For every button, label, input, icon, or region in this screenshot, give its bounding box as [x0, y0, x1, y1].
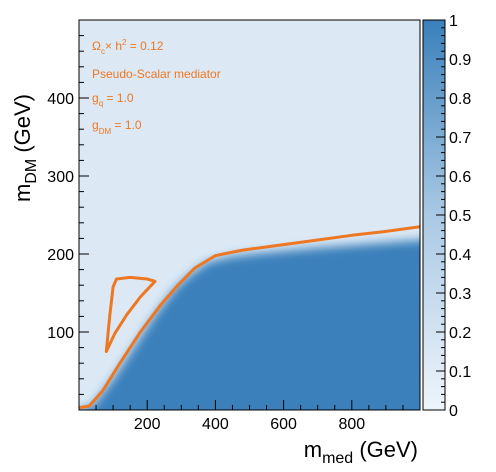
z-tick-label: 0.8	[449, 91, 471, 108]
x-tick-label: 800	[338, 416, 365, 433]
x-axis-title: mmed (GeV)	[304, 437, 418, 467]
z-tick-label: 0.4	[449, 247, 471, 264]
z-tick-label: 0.5	[449, 208, 471, 225]
relic-value: = 0.12	[126, 39, 163, 53]
relic-contour-island	[104, 275, 157, 353]
relic-sup: 2	[122, 38, 127, 47]
gq-value: = 1.0	[103, 91, 134, 105]
y-axis-title-main: m	[10, 184, 35, 202]
relic-rest: × h	[105, 39, 122, 53]
x-tick-label: 600	[270, 416, 297, 433]
z-tick-label: 0.6	[449, 169, 471, 186]
y-axis: 100 200 300 400	[47, 19, 89, 411]
z-tick-label: 0.1	[449, 364, 471, 381]
x-tick-label: 200	[134, 416, 161, 433]
annotation-mediator: Pseudo-Scalar mediator	[92, 67, 221, 81]
z-tick-label: 0.7	[449, 130, 471, 147]
gdm-sub: DM	[99, 127, 112, 136]
saturated-region	[79, 240, 420, 410]
z-tick-label: 1	[449, 13, 458, 30]
x-tick-label: 400	[202, 416, 229, 433]
gdm-main: g	[92, 118, 99, 132]
y-tick-label: 300	[47, 169, 74, 186]
y-axis-title: mDM (GeV)	[10, 94, 40, 202]
relic-contour-main	[79, 225, 420, 410]
z-tick-label: 0	[449, 403, 458, 420]
relic-omega: Ω	[92, 39, 101, 53]
x-axis-title-unit: (GeV)	[353, 437, 418, 462]
x-axis-title-main: m	[304, 437, 322, 462]
z-tick-label: 0.3	[449, 286, 471, 303]
x-axis-title-sub: med	[322, 450, 353, 467]
y-tick-label: 200	[47, 247, 74, 264]
y-tick-label: 100	[47, 325, 74, 342]
annotation-gq: gq = 1.0	[92, 91, 134, 108]
z-tick-label: 0.2	[449, 325, 471, 342]
gq-sub: q	[99, 99, 103, 108]
y-axis-title-unit: (GeV)	[10, 94, 35, 159]
relic-omega-sub: c	[101, 47, 105, 56]
y-tick-label: 400	[47, 91, 74, 108]
x-axis: 200 400 600 800	[78, 400, 421, 433]
y-axis-title-sub: DM	[23, 159, 40, 184]
z-tick-label: 0.9	[449, 52, 471, 69]
gdm-value: = 1.0	[111, 118, 142, 132]
gq-main: g	[92, 91, 99, 105]
annotation-relic: Ωc× h2 = 0.12	[92, 38, 164, 56]
annotation-gdm: gDM = 1.0	[92, 118, 142, 136]
colorbar-axis: 0 0.1 0.2 0.3 0.4 0.5 0.6 0.7 0.8 0.9 1	[436, 13, 471, 420]
